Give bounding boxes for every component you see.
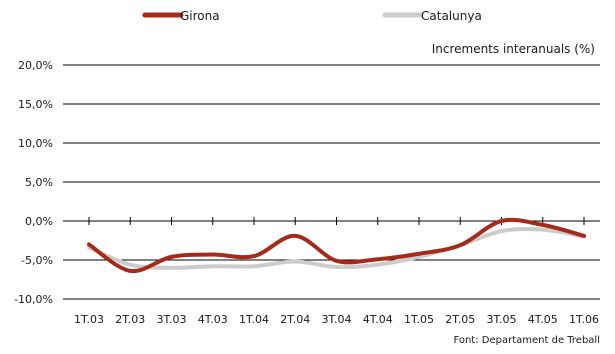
y-tick-label: 0,0% xyxy=(25,215,53,228)
x-tick-label: 4T.03 xyxy=(198,313,228,326)
gridlines xyxy=(63,64,600,300)
x-tick-label: 1T.04 xyxy=(239,313,269,326)
x-tick-label: 3T.04 xyxy=(322,313,352,326)
x-tick-label: 2T.05 xyxy=(445,313,475,326)
legend: Girona Catalunya xyxy=(142,9,482,23)
x-tick-label: 2T.03 xyxy=(115,313,145,326)
x-tick-label: 3T.05 xyxy=(487,313,517,326)
x-tick-label: 2T.04 xyxy=(280,313,310,326)
x-tick-label: 1T.05 xyxy=(404,313,434,326)
y-tick-label: -5,0% xyxy=(21,254,53,267)
x-tick-label: 1T.03 xyxy=(74,313,104,326)
y-tick-label: 10,0% xyxy=(18,137,53,150)
legend-label-catalunya: Catalunya xyxy=(421,9,482,23)
source-note: Font: Departament de Treball xyxy=(453,335,600,346)
y-tick-label: 5,0% xyxy=(25,176,53,189)
x-tick-label: 4T.04 xyxy=(363,313,393,326)
y-axis: 20,0% 15,0% 10,0% 5,0% 0,0% -5,0% -10,0% xyxy=(14,59,53,306)
x-tick-label: 3T.03 xyxy=(157,313,187,326)
y-tick-label: -10,0% xyxy=(14,293,53,306)
series-layer xyxy=(87,217,586,274)
legend-label-girona: Girona xyxy=(180,9,220,23)
x-axis: 1T.03 2T.03 3T.03 4T.03 1T.04 2T.04 3T.04 4T.04… xyxy=(74,217,599,326)
unit-label: Increments interanuals (%) xyxy=(432,42,595,56)
series-line-girona xyxy=(87,217,586,274)
series-line-catalunya xyxy=(87,226,586,270)
x-tick-label: 4T.05 xyxy=(528,313,558,326)
y-tick-label: 15,0% xyxy=(18,98,53,111)
x-tick-label: 1T.06 xyxy=(569,313,599,326)
y-tick-label: 20,0% xyxy=(18,59,53,72)
